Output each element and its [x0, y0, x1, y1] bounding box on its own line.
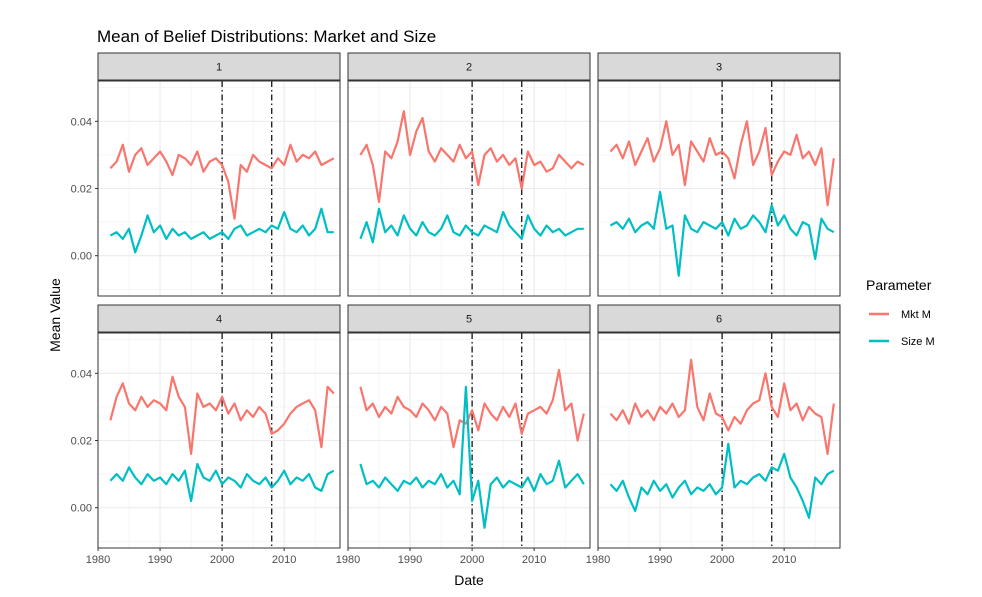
x-tick-label: 1990 [648, 554, 672, 566]
x-tick-label: 1990 [398, 554, 422, 566]
series-line-size-m [609, 190, 835, 277]
x-tick-label: 2010 [522, 554, 546, 566]
panel-3: 3 [597, 52, 841, 297]
panel-strip-label: 5 [466, 314, 472, 326]
y-axis-title: Mean Value [47, 278, 63, 352]
panel-border [347, 332, 591, 549]
series-line-mkt-m [109, 375, 335, 455]
panel-grid: 1 0.00 0.02 0.04 2 3 4 0.00 0.02 0.04 1980 1990 2000… [71, 52, 841, 566]
x-tick-label: 1990 [148, 554, 172, 566]
panel-border [597, 80, 841, 297]
series-line-mkt-m [609, 358, 835, 455]
legend-label: Mkt M [901, 309, 931, 321]
series-line-mkt-m [609, 120, 835, 207]
y-tick-label: 0.02 [71, 184, 92, 196]
legend-item-mkt-m: Mkt M [869, 309, 931, 321]
panel-strip-label: 3 [716, 62, 722, 74]
panel-strip-label: 6 [716, 314, 722, 326]
series-line-size-m [109, 207, 334, 254]
panel-strip [597, 52, 841, 81]
panel-strip [347, 304, 591, 333]
x-tick-label: 1980 [86, 554, 110, 566]
x-tick-label: 1980 [336, 554, 360, 566]
series-line-mkt-m [359, 368, 585, 449]
legend-title: Parameter [866, 277, 932, 293]
x-axis-title: Date [454, 572, 484, 588]
x-tick-label: 1980 [586, 554, 610, 566]
y-tick-label: 0.00 [71, 251, 92, 263]
panel-strip [597, 304, 841, 333]
x-tick-label: 2000 [460, 554, 484, 566]
chart-title: Mean of Belief Distributions: Market and… [97, 27, 436, 46]
x-tick-label: 2000 [710, 554, 734, 566]
legend-item-size-m: Size M [869, 336, 935, 348]
y-tick-label: 0.04 [71, 368, 92, 380]
legend: Parameter Mkt M Size M [866, 277, 935, 348]
panel-5: 5 1980 1990 2000 2010 [336, 304, 591, 566]
panel-strip-label: 4 [216, 314, 222, 326]
y-tick-label: 0.04 [71, 116, 92, 128]
series-line-mkt-m [359, 110, 585, 203]
x-tick-label: 2010 [772, 554, 796, 566]
panel-border [597, 332, 841, 549]
series-line-mkt-m [109, 143, 335, 220]
series-line-size-m [359, 207, 584, 244]
panel-6: 6 1980 1990 2000 2010 [586, 304, 841, 566]
panel-strip [97, 52, 341, 81]
x-tick-label: 2010 [272, 554, 296, 566]
series-line-size-m [109, 462, 335, 503]
y-tick-label: 0.00 [71, 503, 92, 515]
legend-label: Size M [901, 336, 935, 348]
series-line-size-m [609, 442, 835, 519]
panel-strip [347, 52, 591, 81]
panel-4: 4 0.00 0.02 0.04 1980 1990 2000 2010 [71, 304, 341, 566]
panel-2: 2 [347, 52, 591, 297]
y-axis-title-group: Mean Value [47, 278, 63, 352]
panel-border [347, 80, 591, 297]
x-tick-label: 2000 [210, 554, 234, 566]
panel-strip [97, 304, 341, 333]
panel-1: 1 0.00 0.02 0.04 [71, 52, 341, 297]
panel-strip-label: 1 [216, 62, 222, 74]
y-tick-label: 0.02 [71, 436, 92, 448]
series-line-size-m [359, 385, 585, 529]
panel-strip-label: 2 [466, 62, 472, 74]
